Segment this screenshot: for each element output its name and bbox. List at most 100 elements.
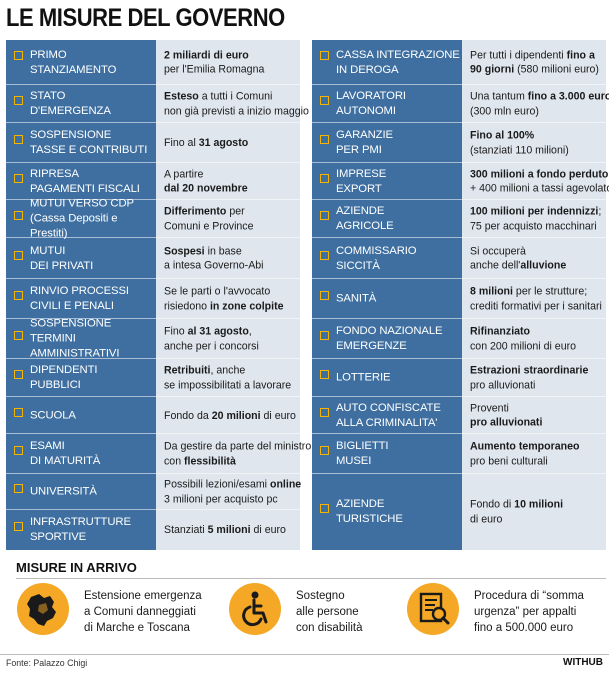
value-text: con 200 milioni di euro [470, 340, 576, 352]
value-emphasis: 90 giorni [470, 63, 515, 76]
bullet-square-icon [320, 211, 329, 220]
value-text: Una tantum [470, 90, 528, 103]
value-text: se impossibilitati a lavorare [164, 379, 292, 391]
measure-label: DIPENDENTI PUBBLICI [30, 364, 98, 391]
value-line: 90 giorni (580 milioni euro) [470, 63, 604, 78]
value-line: A partire [164, 167, 298, 182]
measure-label: MUTUI DEI PRIVATI [30, 244, 94, 272]
bullet-square-icon [14, 484, 23, 493]
measure-label: PRIMO STANZIAMENTO [30, 48, 117, 76]
table-row: RINVIO PROCESSI CIVILI E PENALI Se le par… [6, 279, 300, 319]
measure-value: 100 milioni per indennizzi; 75 per acquis… [470, 205, 604, 234]
bullet-square-icon [14, 173, 23, 183]
value-text: Fondo di [470, 498, 515, 511]
value-text: , [248, 325, 252, 338]
row-divider [6, 278, 300, 279]
bullet-square-icon [14, 291, 23, 300]
value-text: con [164, 455, 185, 467]
value-emphasis: dal 20 novembre [164, 182, 248, 195]
table-row: SOSPENSIONE TASSE E CONTRIBUTI Fino al 31… [6, 123, 300, 163]
arrivo-text-1: Estensione emergenza a Comuni danneggiat… [84, 588, 202, 636]
value-line: Fondo di 10 milioni [470, 498, 604, 513]
value-line: risiedono in zone colpite [164, 299, 298, 314]
value-text: + 400 milioni a tassi agevolato [470, 182, 609, 195]
arrivo-line: Sostegno [296, 590, 345, 602]
value-emphasis: 100 milioni per indennizzi [470, 205, 599, 218]
measure-value: Se le parti o l'avvocato risiedono in zon… [164, 285, 298, 314]
page-title: LE MISURE DEL GOVERNO [6, 4, 285, 32]
row-divider [6, 318, 300, 319]
value-emphasis: Differimento [164, 205, 227, 218]
arrivo-text-2: Sostegno alle persone con disabilità [296, 588, 362, 636]
value-line: pro alluvionati [470, 378, 604, 393]
measure-label: AZIENDE TURISTICHE [336, 498, 403, 525]
row-divider [312, 162, 606, 163]
value-text: in base [204, 245, 242, 257]
value-line: Per tutti i dipendenti fino a [470, 48, 604, 63]
table-row: UNIVERSITÀ Possibili lezioni/esami online… [6, 474, 301, 510]
value-text: pro alluvionati [470, 379, 536, 391]
value-text: di euro [260, 409, 296, 422]
value-line: anche per i concorsi [164, 339, 298, 354]
value-text: Proventi [470, 402, 509, 414]
measure-label: SOSPENSIONE TASSE E CONTRIBUTI [30, 129, 148, 156]
table-row: AUTO CONFISCATE ALLA CRIMINALITA' Provent… [312, 397, 606, 434]
value-text: ; [598, 205, 602, 218]
measure-label: RIPRESA PAGAMENTI FISCALI [30, 167, 140, 195]
bullet-square-icon [320, 291, 329, 300]
value-text: per le strutture; [512, 285, 588, 298]
bullet-square-icon [320, 250, 329, 260]
value-text: 75 per acquisto macchinari [470, 220, 597, 232]
value-line: 3 milioni per acquisto pc [164, 492, 298, 507]
value-text: Se le parti o l'avvocato [164, 285, 271, 298]
measure-value: Sospesi in base a intesa Governo-Abi [164, 244, 298, 273]
arrivo-line: di Marche e Toscana [84, 622, 190, 634]
value-line: Da gestire da parte del ministro [164, 440, 311, 455]
row-divider [312, 318, 606, 319]
row-divider [6, 473, 300, 474]
bullet-square-icon [14, 370, 23, 379]
value-text: risiedono [164, 300, 210, 312]
value-emphasis: Rifinanziato [470, 325, 531, 338]
map-icon [17, 583, 69, 635]
measure-label: UNIVERSITÀ [30, 485, 97, 498]
bullet-square-icon [320, 135, 329, 144]
measure-label: FONDO NAZIONALE EMERGENZE [336, 325, 443, 352]
bullet-square-icon [14, 135, 23, 144]
arrivo-line: Procedura di “somma [474, 590, 584, 602]
value-line: 75 per acquisto macchinari [470, 219, 604, 234]
table-row: LOTTERIE Estrazioni straordinarie pro allu… [312, 359, 606, 397]
value-emphasis: al 31 agosto [187, 325, 249, 338]
value-text: a tutti i Comuni [198, 90, 273, 103]
measure-value: Per tutti i dipendenti fino a 90 giorni (… [470, 48, 604, 77]
value-line: Fondo da 20 milioni di euro [164, 408, 298, 423]
bullet-square-icon [14, 407, 23, 417]
value-line: Si occuperà [470, 244, 604, 259]
bullet-square-icon [14, 50, 23, 60]
row-divider [6, 237, 300, 238]
value-emphasis: Aumento temporaneo [470, 440, 580, 453]
value-emphasis: 8 milioni [470, 285, 513, 298]
value-emphasis: pro alluvionati [470, 416, 543, 429]
value-text: Da gestire da parte del ministro [164, 440, 312, 453]
value-line: non già previsti a inizio maggio [164, 104, 309, 119]
value-text: (580 milioni euro) [514, 63, 599, 76]
table-row: ESAMI DI MATURITÀ Da gestire da parte del… [6, 434, 311, 474]
bullet-square-icon [320, 407, 329, 417]
value-emphasis: flessibilità [184, 455, 236, 467]
measure-label: SOSPENSIONE TERMINI AMMINISTRATIVI [30, 317, 120, 360]
value-emphasis: Esteso [164, 90, 199, 103]
measure-label: CASSA INTEGRAZIONE IN DEROGA [336, 48, 460, 76]
arrivo-line: Estensione emergenza [84, 590, 202, 602]
value-line: 2 miliardi di euro [164, 48, 298, 63]
value-text: anche per i concorsi [164, 340, 259, 352]
measure-value: Da gestire da parte del ministro con fles… [164, 440, 311, 469]
value-emphasis: 5 milioni [207, 523, 251, 536]
measure-label: STATO D'EMERGENZA [30, 90, 111, 117]
value-text: Comuni e Province [164, 220, 254, 232]
value-line: Esteso a tutti i Comuni [164, 90, 298, 105]
value-line: Se le parti o l'avvocato [164, 285, 298, 300]
bullet-square-icon [14, 331, 23, 340]
measure-value: Si occuperà anche dell'alluvione [470, 244, 604, 273]
value-text: Fino [164, 325, 188, 338]
